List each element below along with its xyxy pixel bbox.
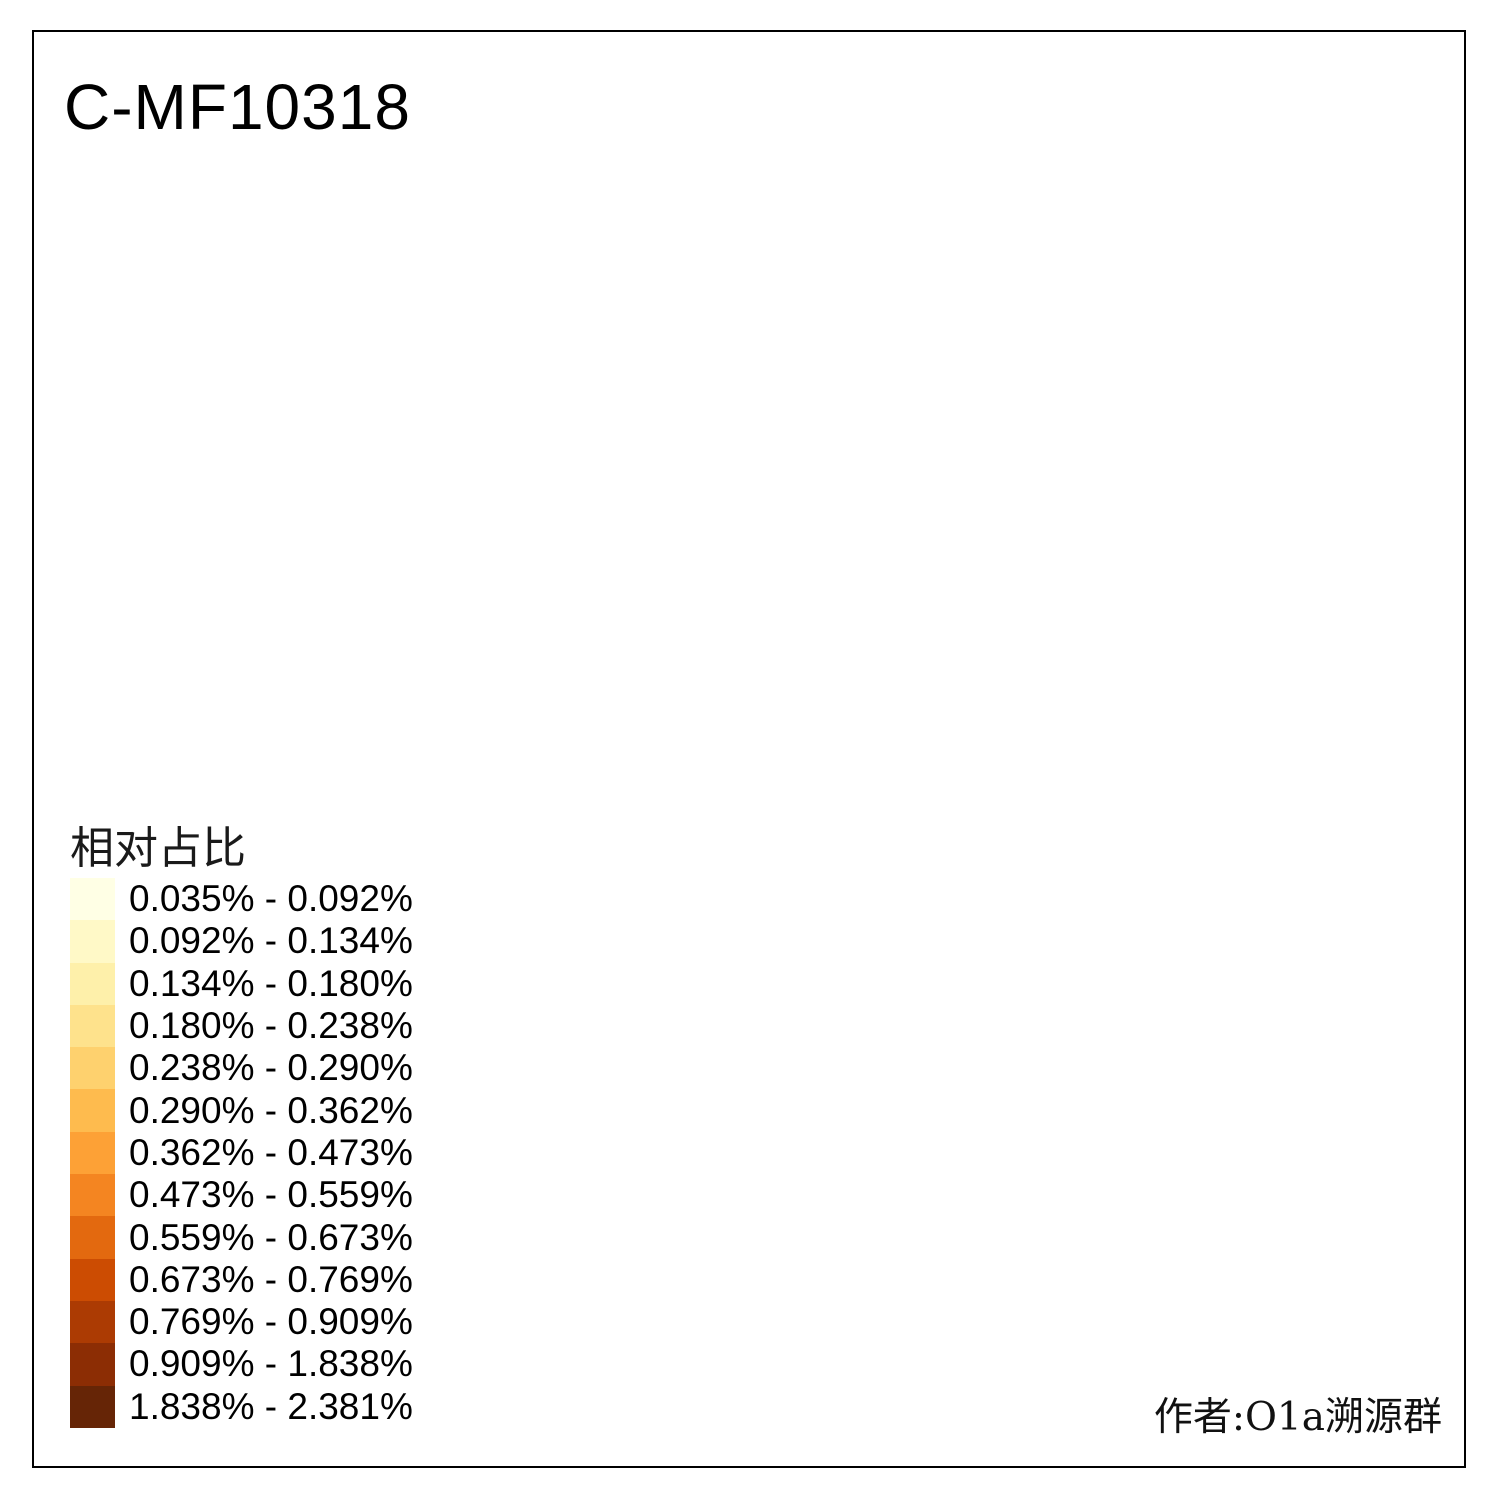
legend-title: 相对占比 bbox=[70, 823, 246, 874]
legend-row: 0.290% - 0.362% bbox=[70, 1089, 413, 1132]
legend-label: 0.362% - 0.473% bbox=[129, 1131, 413, 1173]
legend-label: 0.559% - 0.673% bbox=[129, 1216, 413, 1258]
legend-label: 0.238% - 0.290% bbox=[129, 1047, 413, 1089]
plot-frame bbox=[32, 30, 1466, 1468]
legend-swatch bbox=[70, 962, 115, 1005]
legend-row: 0.362% - 0.473% bbox=[70, 1131, 413, 1175]
legend-label: 0.673% - 0.769% bbox=[129, 1258, 413, 1300]
legend-label: 0.290% - 0.362% bbox=[129, 1089, 413, 1131]
legend-swatch bbox=[70, 1258, 115, 1301]
legend-label: 0.035% - 0.092% bbox=[129, 878, 413, 920]
legend-row: 0.092% - 0.134% bbox=[70, 920, 413, 963]
legend-row: 0.035% - 0.092% bbox=[70, 878, 413, 921]
legend-swatch bbox=[70, 1300, 115, 1344]
legend-swatch bbox=[70, 1216, 115, 1259]
legend-row: 0.909% - 1.838% bbox=[70, 1343, 413, 1386]
legend-label: 0.134% - 0.180% bbox=[129, 962, 413, 1004]
legend-row: 0.473% - 0.559% bbox=[70, 1174, 413, 1217]
legend-label: 0.473% - 0.559% bbox=[129, 1174, 413, 1216]
legend-swatch bbox=[70, 1089, 115, 1132]
legend-swatch bbox=[70, 1047, 115, 1090]
legend-swatch bbox=[70, 1343, 115, 1386]
legend-label: 0.769% - 0.909% bbox=[129, 1301, 413, 1343]
page-title: C-MF10318 bbox=[64, 71, 411, 143]
legend-swatch bbox=[70, 878, 115, 921]
attribution-text: 作者:O1a溯源群 bbox=[1153, 1395, 1442, 1440]
legend-label: 0.092% - 0.134% bbox=[129, 920, 413, 962]
legend-label: 1.838% - 2.381% bbox=[129, 1385, 413, 1427]
legend-label: 0.180% - 0.238% bbox=[129, 1005, 413, 1047]
legend-row: 0.180% - 0.238% bbox=[70, 1004, 413, 1048]
legend-swatch bbox=[70, 1174, 115, 1217]
legend-row: 0.559% - 0.673% bbox=[70, 1216, 413, 1259]
legend-row: 1.838% - 2.381% bbox=[70, 1385, 413, 1428]
legend-swatch bbox=[70, 1004, 115, 1048]
legend-row: 0.134% - 0.180% bbox=[70, 962, 413, 1005]
legend-swatch bbox=[70, 1131, 115, 1175]
legend-label: 0.909% - 1.838% bbox=[129, 1343, 413, 1385]
legend-swatch bbox=[70, 920, 115, 963]
legend-rows: 0.035% - 0.092% 0.092% - 0.134% 0.134% - 0… bbox=[70, 878, 413, 1428]
legend-swatch bbox=[70, 1385, 115, 1428]
legend-row: 0.673% - 0.769% bbox=[70, 1258, 413, 1301]
legend-row: 0.238% - 0.290% bbox=[70, 1047, 413, 1090]
legend-row: 0.769% - 0.909% bbox=[70, 1300, 413, 1344]
legend: 相对占比 0.035% - 0.092% 0.092% - 0.134% 0.134… bbox=[70, 812, 413, 1428]
